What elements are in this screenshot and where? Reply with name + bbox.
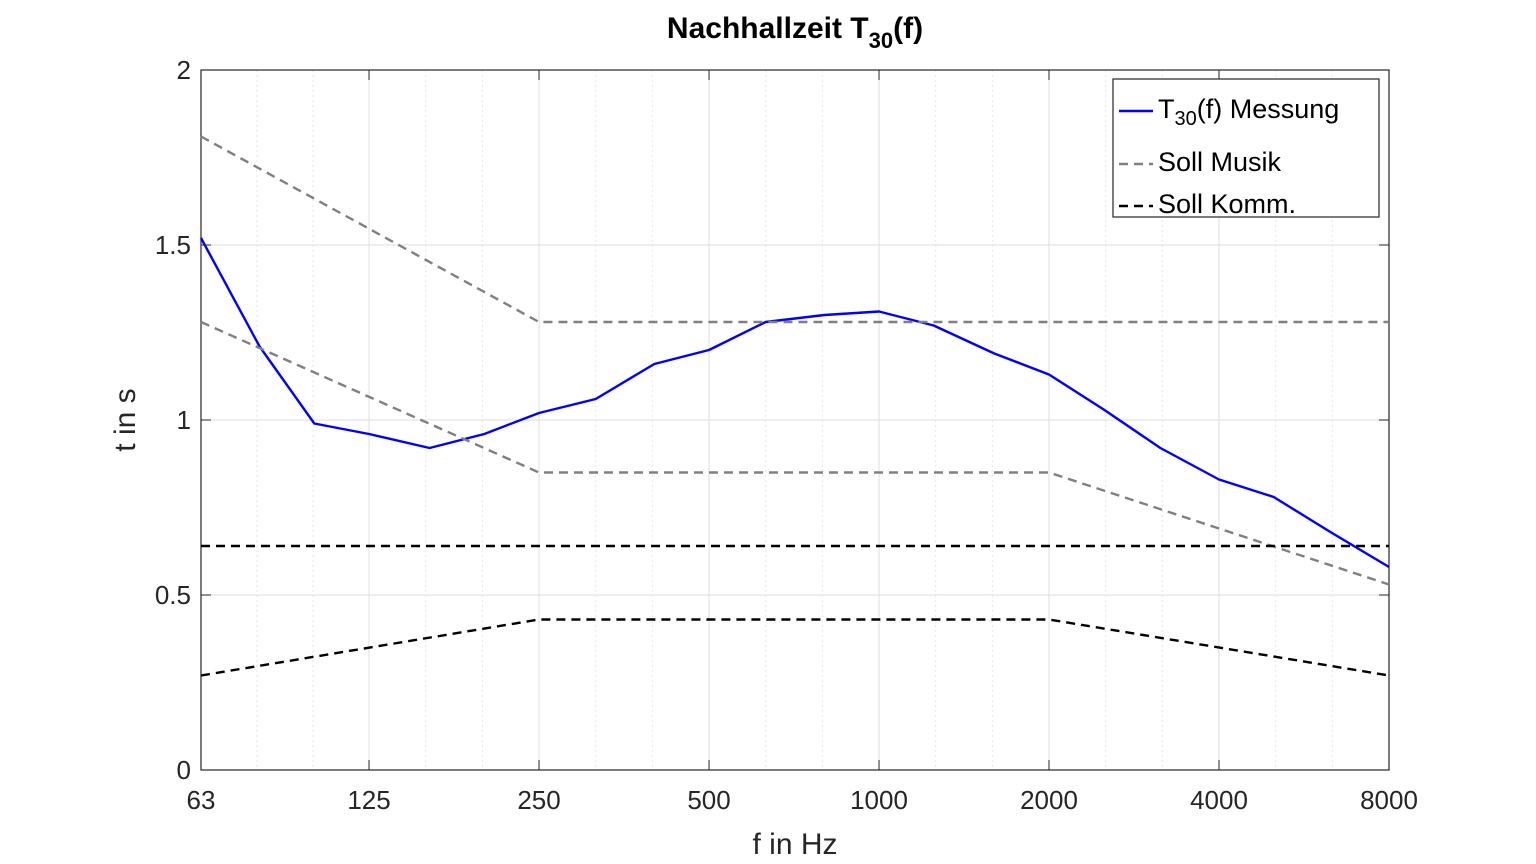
y-tick-label: 2 <box>177 55 191 85</box>
x-tick-label: 2000 <box>1020 785 1078 815</box>
series-line-4 <box>200 618 1390 677</box>
x-tick-label: 63 <box>187 785 216 815</box>
y-tick-label: 1.5 <box>155 230 191 260</box>
x-tick-label: 8000 <box>1360 785 1418 815</box>
x-axis-ticks: 63 125 250 500 1000 2000 4000 8000 <box>187 70 1418 815</box>
y-axis-ticks: 0 0.5 1 1.5 2 <box>155 55 1389 785</box>
x-tick-label: 500 <box>687 785 730 815</box>
series-line-2 <box>200 320 1390 586</box>
chart-title: Nachhallzeit T30(f) <box>667 12 923 53</box>
x-tick-label: 4000 <box>1190 785 1248 815</box>
legend: T30(f) Messung Soll Musik Soll Komm. <box>1112 78 1380 219</box>
series-line-0 <box>199 237 1390 569</box>
series-layer <box>199 135 1390 677</box>
x-tick-label: 1000 <box>850 785 908 815</box>
legend-label: T30(f) Messung <box>1158 94 1339 130</box>
legend-box <box>1112 78 1380 218</box>
legend-label: Soll Musik <box>1158 147 1282 177</box>
x-tick-label: 125 <box>347 785 390 815</box>
legend-label: Soll Komm. <box>1158 189 1296 219</box>
y-axis-label: t in s <box>109 388 142 451</box>
y-tick-label: 1 <box>177 405 191 435</box>
series-line-1 <box>200 135 1389 324</box>
x-axis-label: f in Hz <box>752 828 837 861</box>
x-tick-label: 250 <box>517 785 560 815</box>
y-tick-label: 0.5 <box>155 580 191 610</box>
y-tick-label: 0 <box>177 755 191 785</box>
